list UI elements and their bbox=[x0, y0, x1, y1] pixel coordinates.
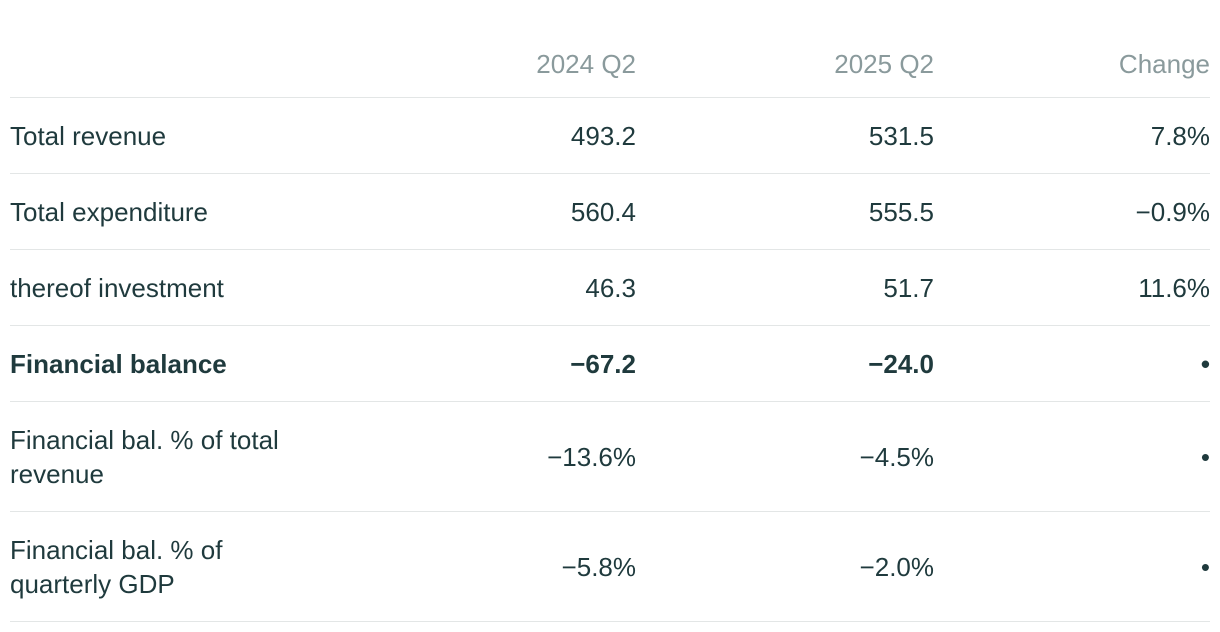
row-label: Total revenue bbox=[10, 120, 167, 151]
table-row: thereof investment 46.3 51.7 11.6% bbox=[10, 250, 1210, 326]
cell-2024-q2: 493.2 bbox=[570, 120, 636, 151]
cell-change: 7.8% bbox=[1150, 120, 1210, 151]
row-label: Financial balance bbox=[10, 348, 227, 379]
row-label: Total expenditure bbox=[10, 196, 209, 227]
table-header-row: 2024 Q2 2025 Q2 Change bbox=[10, 30, 1210, 98]
header-change: Change bbox=[1118, 48, 1210, 79]
cell-change: 11.6% bbox=[1138, 272, 1210, 303]
cell-2025-q2: 51.7 bbox=[883, 272, 934, 303]
cell-2025-q2: 531.5 bbox=[868, 120, 934, 151]
header-2025-q2: 2025 Q2 bbox=[834, 48, 934, 79]
cell-2024-q2: −5.8% bbox=[561, 551, 636, 582]
cell-change: • bbox=[1200, 551, 1210, 582]
cell-change: • bbox=[1200, 348, 1210, 379]
row-label: Financial bal. % of quarterly GDP bbox=[10, 534, 223, 599]
table-row: Financial balance −67.2 −24.0 • bbox=[10, 326, 1210, 402]
table-row: Total revenue 493.2 531.5 7.8% bbox=[10, 98, 1210, 174]
financial-table: 2024 Q2 2025 Q2 Change Total revenue 493… bbox=[10, 30, 1210, 622]
cell-2025-q2: −4.5% bbox=[859, 441, 934, 472]
row-label: thereof investment bbox=[10, 272, 224, 303]
row-label: Financial bal. % of total revenue bbox=[10, 424, 279, 489]
cell-2024-q2: 560.4 bbox=[570, 196, 636, 227]
cell-2024-q2: 46.3 bbox=[585, 272, 636, 303]
cell-2025-q2: 555.5 bbox=[868, 196, 934, 227]
table-row: Financial bal. % of quarterly GDP −5.8% … bbox=[10, 512, 1210, 622]
header-2024-q2: 2024 Q2 bbox=[536, 48, 636, 79]
cell-2024-q2: −13.6% bbox=[547, 441, 636, 472]
table-row: Total expenditure 560.4 555.5 −0.9% bbox=[10, 174, 1210, 250]
cell-2025-q2: −2.0% bbox=[859, 551, 934, 582]
cell-2024-q2: −67.2 bbox=[570, 348, 636, 379]
cell-change: −0.9% bbox=[1135, 196, 1210, 227]
cell-2025-q2: −24.0 bbox=[868, 348, 934, 379]
table-row: Financial bal. % of total revenue −13.6%… bbox=[10, 402, 1210, 512]
cell-change: • bbox=[1200, 441, 1210, 472]
